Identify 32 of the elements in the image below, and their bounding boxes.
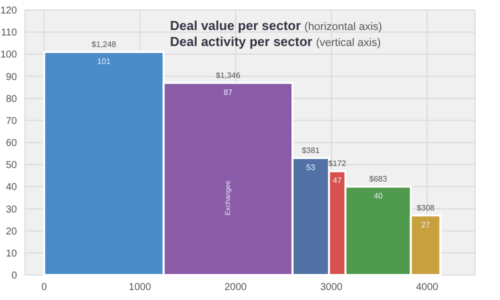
annotation: $381 xyxy=(302,146,320,155)
data-label: 40 xyxy=(374,192,384,201)
annotation: $683 xyxy=(369,174,388,184)
text: Deal value per sector (horizontal axis) xyxy=(170,18,382,33)
y-tick-label: 80 xyxy=(6,94,18,105)
text: Deal activity per sector (vertical axis) xyxy=(170,34,381,49)
annotation: $172 xyxy=(328,159,347,168)
y-tick-label: 90 xyxy=(6,72,18,83)
y-tick-label: 10 xyxy=(6,248,18,260)
y-tick-label: 20 xyxy=(6,226,18,238)
x-tick-label: 2000 xyxy=(224,282,248,294)
data-label: 47 xyxy=(332,176,342,186)
y-tick-label: 40 xyxy=(6,182,18,194)
x-tick-label: 4000 xyxy=(416,282,439,294)
y-tick-label: 70 xyxy=(6,116,18,127)
annotation: $1,346 xyxy=(216,70,241,80)
data-label: 101 xyxy=(97,56,112,66)
y-tick-label: 0 xyxy=(11,270,18,282)
y-tick-label: 60 xyxy=(6,138,18,150)
data-label: 87 xyxy=(224,88,234,97)
annotation: $308 xyxy=(416,203,436,212)
y-tick-label: 30 xyxy=(6,204,18,216)
y-tick-label: 120 xyxy=(0,6,18,17)
y-tick-label: 100 xyxy=(0,50,18,61)
y-tick-label: 50 xyxy=(6,160,18,172)
data-label: 27 xyxy=(421,220,431,230)
data-label: 53 xyxy=(306,162,316,172)
x-tick-label: 0 xyxy=(41,282,48,294)
annotation: $1,248 xyxy=(92,40,117,49)
x-tick-label: 1000 xyxy=(128,282,152,294)
x-tick-label: 3000 xyxy=(320,282,343,294)
y-tick-label: 110 xyxy=(1,28,18,39)
